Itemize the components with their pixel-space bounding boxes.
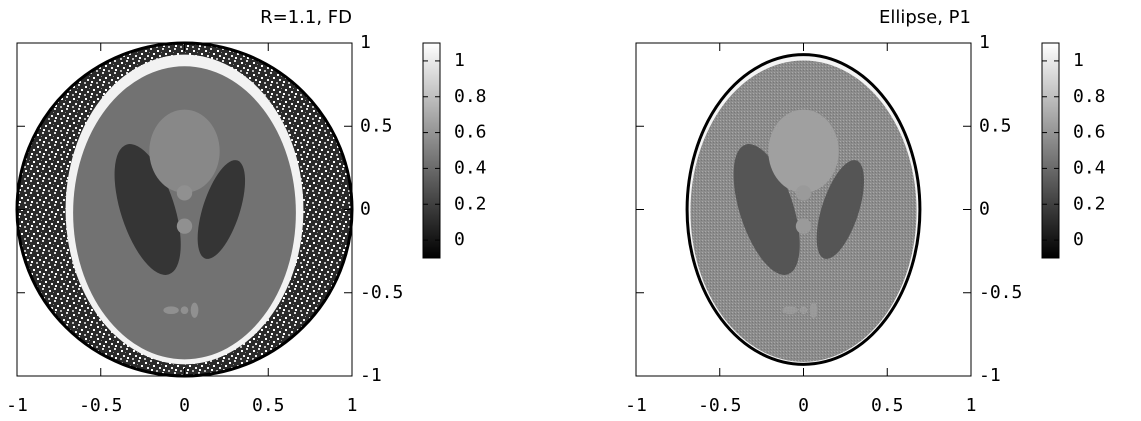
chart-title: R=1.1, FD: [260, 7, 352, 28]
phantom-region: [149, 109, 220, 193]
colorbar-tick-label: 1: [454, 50, 465, 71]
x-tick-label: 1: [347, 395, 358, 416]
y-tick-label: -1: [360, 365, 382, 386]
x-tick-label: 1: [966, 395, 977, 416]
y-tick-label: -1: [979, 365, 1001, 386]
phantom-region: [176, 218, 193, 234]
phantom-region: [733, 144, 800, 275]
colorbar-tick-label: 0.2: [1073, 193, 1106, 214]
phantom-region: [176, 185, 193, 201]
image: [685, 53, 922, 366]
phantom-region: [190, 302, 199, 318]
colorbar-tick-label: 0: [454, 229, 465, 250]
colorbar: [1041, 42, 1060, 259]
y-tick-label: 1: [360, 32, 371, 53]
phantom-region: [768, 109, 839, 193]
colorbar-tick-label: 1: [1073, 50, 1084, 71]
colorbar-tick-label: 0: [1073, 229, 1084, 250]
x-tick-label: -1: [6, 395, 28, 416]
x-tick-label: -0.5: [79, 395, 122, 416]
colorbar: [422, 42, 441, 259]
phantom-region: [690, 60, 917, 362]
y-tick-label: -0.5: [360, 282, 403, 303]
phantom-region: [782, 306, 798, 315]
x-tick-label: 0: [798, 395, 809, 416]
x-tick-label: 0.5: [252, 395, 285, 416]
chart-title: Ellipse, P1: [879, 7, 971, 28]
phantom-region: [163, 306, 179, 315]
colorbar-tick-label: 0.6: [1073, 122, 1106, 143]
phantom-region: [799, 306, 808, 315]
phantom-region: [685, 53, 922, 366]
y-tick-label: 1: [979, 32, 990, 53]
x-tick-label: 0.5: [871, 395, 904, 416]
colorbar-tick-label: 0.8: [454, 86, 487, 107]
x-tick-label: -0.5: [698, 395, 741, 416]
y-tick-label: -0.5: [979, 282, 1022, 303]
colorbar-tick-label: 0.4: [1073, 157, 1106, 178]
y-tick-label: 0: [979, 199, 990, 220]
image: [15, 41, 354, 378]
x-tick-label: -1: [625, 395, 647, 416]
y-tick-label: 0: [360, 199, 371, 220]
colorbar-tick-label: 0.4: [454, 157, 487, 178]
y-tick-label: 0.5: [360, 115, 393, 136]
y-tick-label: 0.5: [979, 115, 1012, 136]
colorbar-tick-label: 0.6: [454, 122, 487, 143]
phantom-region: [180, 306, 189, 315]
phantom-region: [809, 302, 818, 318]
colorbar-tick-label: 0.2: [454, 193, 487, 214]
phantom-region: [795, 185, 812, 201]
x-tick-label: 0: [179, 395, 190, 416]
phantom-region: [816, 160, 865, 259]
phantom-region: [73, 66, 296, 360]
phantom-region: [114, 144, 181, 275]
colorbar-tick-label: 0.8: [1073, 86, 1106, 107]
phantom-region: [197, 160, 246, 259]
phantom-region: [795, 218, 812, 234]
